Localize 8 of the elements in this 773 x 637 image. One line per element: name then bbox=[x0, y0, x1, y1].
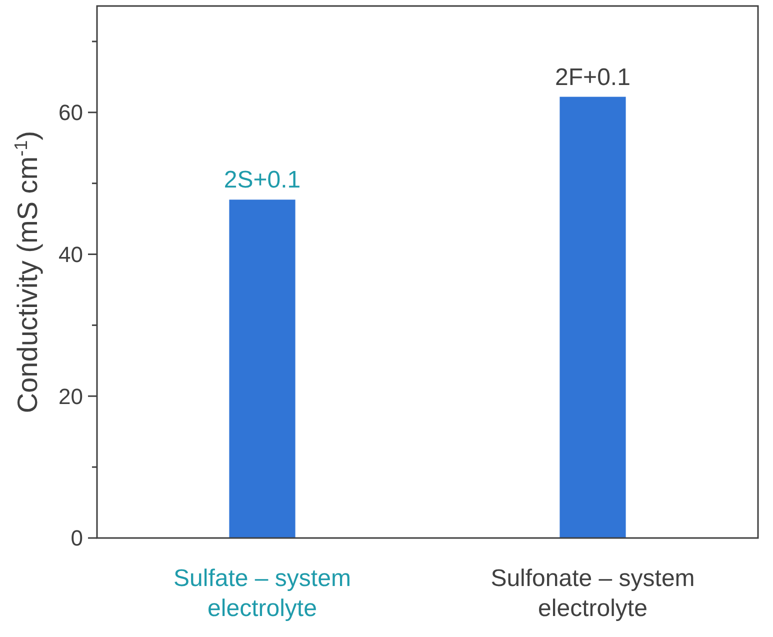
y-tick-label: 20 bbox=[58, 384, 83, 409]
y-tick-label: 0 bbox=[70, 526, 83, 551]
x-tick-label: Sulfate – system electrolyte bbox=[174, 565, 351, 622]
y-tick-label: 60 bbox=[58, 100, 83, 126]
annotation: 2F+0.1 bbox=[555, 64, 630, 91]
annotation: 2S+0.1 bbox=[224, 166, 301, 194]
y-tick-label: 40 bbox=[58, 242, 83, 267]
x-tick-label: Sulfonate – system electrolyte bbox=[490, 565, 695, 622]
